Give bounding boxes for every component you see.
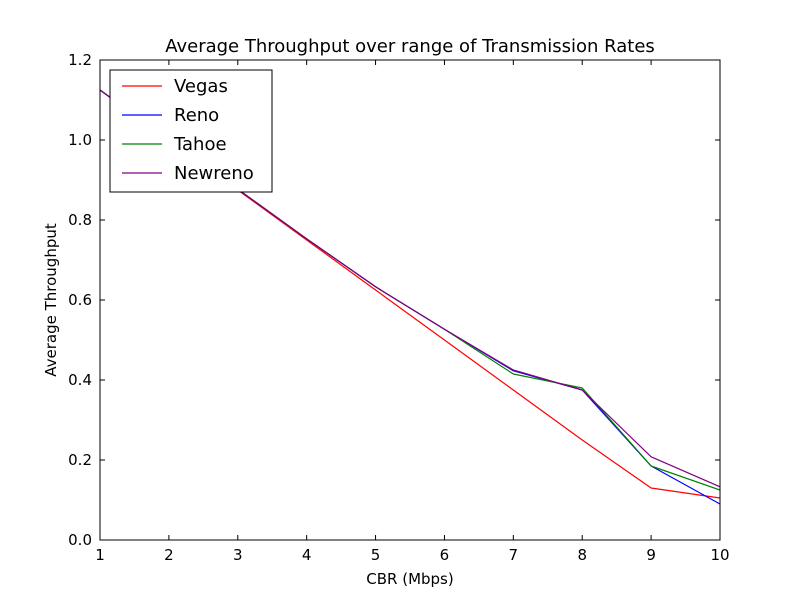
legend: Vegas Reno Tahoe Newreno — [109, 69, 273, 193]
x-axis-label: CBR (Mbps) — [366, 570, 453, 588]
x-tick-label: 7 — [509, 546, 519, 564]
y-axis-label: Average Throughput — [42, 223, 60, 377]
x-tick-label: 10 — [710, 546, 729, 564]
x-tick-label: 5 — [371, 546, 381, 564]
y-tick-label: 1.2 — [68, 51, 92, 69]
legend-label-newreno: Newreno — [174, 163, 254, 184]
y-tick-label: 0.2 — [68, 451, 92, 469]
x-axis: 1 2 3 4 5 6 7 8 9 10 — [95, 60, 730, 564]
legend-label-reno: Reno — [174, 105, 219, 126]
x-tick-label: 3 — [233, 546, 243, 564]
y-tick-label: 1.0 — [68, 131, 92, 149]
legend-box — [109, 69, 273, 193]
x-tick-label: 6 — [440, 546, 450, 564]
y-tick-label: 0.4 — [68, 371, 92, 389]
y-axis: 0.0 0.2 0.4 0.6 0.8 1.0 1.2 — [68, 51, 720, 549]
legend-label-vegas: Vegas — [174, 76, 228, 97]
y-tick-label: 0.0 — [68, 531, 92, 549]
y-tick-label: 0.6 — [68, 291, 92, 309]
x-tick-label: 1 — [95, 546, 105, 564]
x-tick-label: 9 — [646, 546, 656, 564]
y-tick-label: 0.8 — [68, 211, 92, 229]
x-tick-label: 4 — [302, 546, 312, 564]
x-tick-label: 8 — [577, 546, 587, 564]
x-tick-label: 2 — [164, 546, 174, 564]
legend-label-tahoe: Tahoe — [173, 134, 227, 155]
chart-title: Average Throughput over range of Transmi… — [165, 36, 655, 57]
